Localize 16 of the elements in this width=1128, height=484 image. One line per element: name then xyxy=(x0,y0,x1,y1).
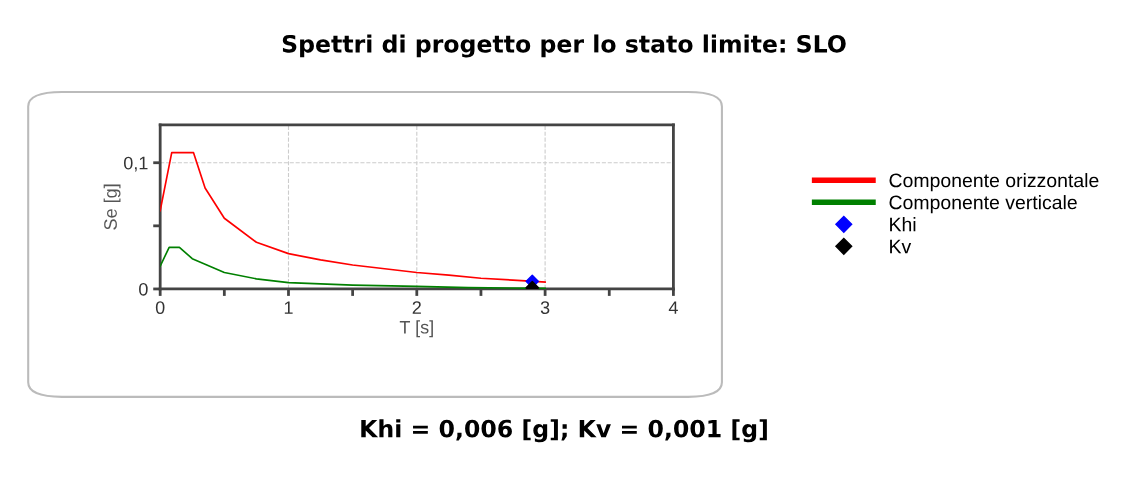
x-tick-label: 4 xyxy=(668,301,678,314)
x-axis-title: T [s] xyxy=(399,320,433,338)
x-tick-label: 1 xyxy=(284,301,293,314)
legend-label: Khi xyxy=(890,217,916,232)
y-axis-title: Se [g] xyxy=(103,184,121,230)
legend-label: Componente orizzontale xyxy=(889,173,1099,192)
line-series xyxy=(160,151,546,283)
legend-label: Componente verticale xyxy=(889,195,1077,214)
x-tick-label: 2 xyxy=(412,301,421,314)
legend-label: Kv xyxy=(890,239,912,254)
line-series xyxy=(160,246,546,289)
x-tick-label: 0 xyxy=(155,301,165,315)
text: Khi = 0,006 [g]; Kv = 0,001 [g] xyxy=(361,419,767,443)
chart-title: Spettri di progetto per lo stato limite: SLO xyxy=(282,34,846,58)
y-tick-label: 0,1 xyxy=(123,156,148,172)
x-tick-label: 3 xyxy=(540,301,550,315)
